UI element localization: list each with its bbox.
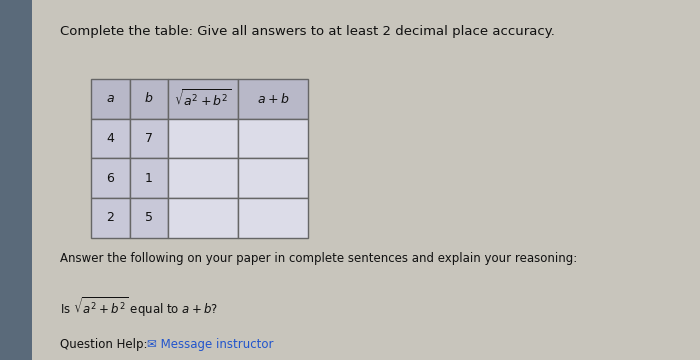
Text: $a+b$: $a+b$ xyxy=(257,92,289,106)
Bar xyxy=(91,79,130,119)
Text: a: a xyxy=(106,93,114,105)
Text: 5: 5 xyxy=(145,211,153,224)
Text: 6: 6 xyxy=(106,172,114,185)
Text: ✉ Message instructor: ✉ Message instructor xyxy=(147,338,274,351)
Text: Question Help:: Question Help: xyxy=(60,338,155,351)
Bar xyxy=(130,158,168,198)
Bar xyxy=(0,0,32,360)
Text: Answer the following on your paper in complete sentences and explain your reason: Answer the following on your paper in co… xyxy=(60,252,577,265)
Text: 1: 1 xyxy=(145,172,153,185)
Text: $\sqrt{a^2+b^2}$: $\sqrt{a^2+b^2}$ xyxy=(174,89,232,109)
Bar xyxy=(168,198,238,238)
Bar xyxy=(91,158,130,198)
Bar xyxy=(238,158,308,198)
Bar xyxy=(238,198,308,238)
Text: 4: 4 xyxy=(106,132,114,145)
Text: 2: 2 xyxy=(106,211,114,224)
Text: Complete the table: Give all answers to at least 2 decimal place accuracy.: Complete the table: Give all answers to … xyxy=(60,25,554,38)
Bar xyxy=(91,119,130,158)
Bar xyxy=(238,79,308,119)
Text: 7: 7 xyxy=(145,132,153,145)
Text: Is $\sqrt{a^2+b^2}$ equal to $a+b$?: Is $\sqrt{a^2+b^2}$ equal to $a+b$? xyxy=(60,295,218,319)
Bar xyxy=(130,119,168,158)
Bar xyxy=(238,119,308,158)
Bar xyxy=(130,79,168,119)
Bar xyxy=(168,79,238,119)
Bar xyxy=(130,198,168,238)
Bar xyxy=(168,119,238,158)
Bar xyxy=(91,198,130,238)
Text: b: b xyxy=(145,93,153,105)
Bar xyxy=(168,158,238,198)
